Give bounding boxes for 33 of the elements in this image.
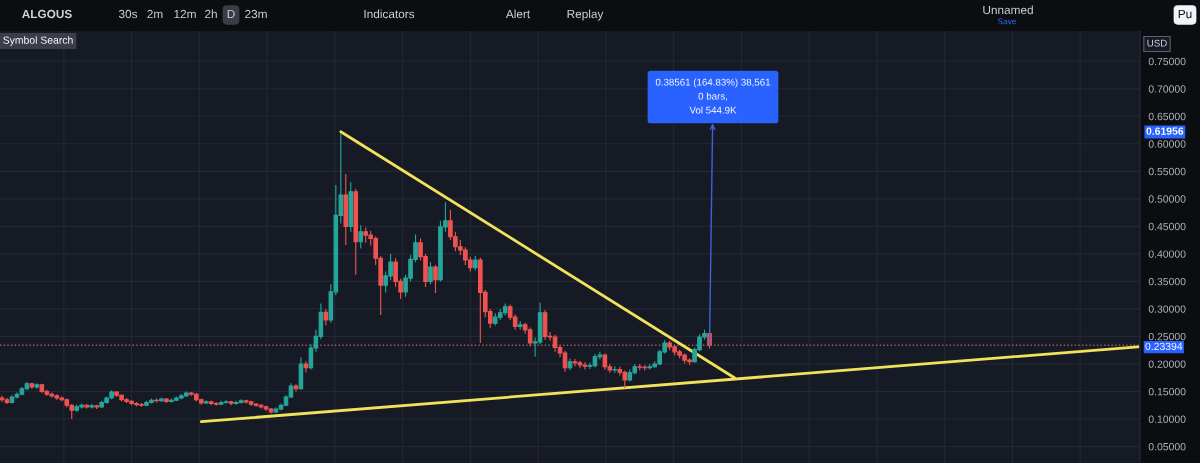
- y-tick-label: 0.25000: [1148, 332, 1186, 341]
- y-tick-label: 0.50000: [1148, 195, 1186, 203]
- text: 12m: [174, 9, 196, 19]
- annotation: 0.38561 (164.83%) 38,561 0 bars, Vol 544.9K: [655, 78, 771, 114]
- text: Indicators: [364, 9, 415, 19]
- text: 2h: [205, 9, 217, 19]
- annotation: Symbol Search: [3, 36, 73, 46]
- y-tick-label: 0.20000: [1148, 360, 1186, 368]
- y-tick-label: 0.05000: [1148, 442, 1186, 451]
- y-tick-label: 0.75000: [1148, 57, 1186, 66]
- text: D: [227, 9, 235, 19]
- y-tick-label: 0.60000: [1148, 140, 1186, 148]
- y-tick-label: 0.70000: [1148, 85, 1186, 93]
- y-tick-label: 0.15000: [1148, 387, 1186, 396]
- y-tick-label: 0.35000: [1148, 277, 1186, 286]
- y-tick-label: 0.55000: [1148, 167, 1186, 176]
- text: Unnamed: [983, 5, 1033, 15]
- ref-line-label: 0.23394: [1145, 342, 1183, 351]
- text: 2m: [147, 9, 163, 19]
- y-tick-label: 0.65000: [1148, 112, 1186, 121]
- text: Alert: [505, 9, 531, 19]
- chart-title: ALGOUS: [22, 9, 72, 19]
- text: 30s: [118, 9, 138, 19]
- y-tick-label: 0.45000: [1148, 222, 1186, 231]
- y-tick-label: 0.40000: [1148, 250, 1186, 258]
- text: USD: [1147, 39, 1167, 47]
- text: Replay: [567, 9, 604, 21]
- text: Pu: [1178, 9, 1192, 19]
- y-tick-label: 0.10000: [1148, 415, 1186, 423]
- text: 23m: [245, 9, 267, 19]
- text: Save: [997, 18, 1017, 25]
- y-tick-label: 0.30000: [1148, 305, 1186, 313]
- text: 0.61956: [1146, 127, 1184, 135]
